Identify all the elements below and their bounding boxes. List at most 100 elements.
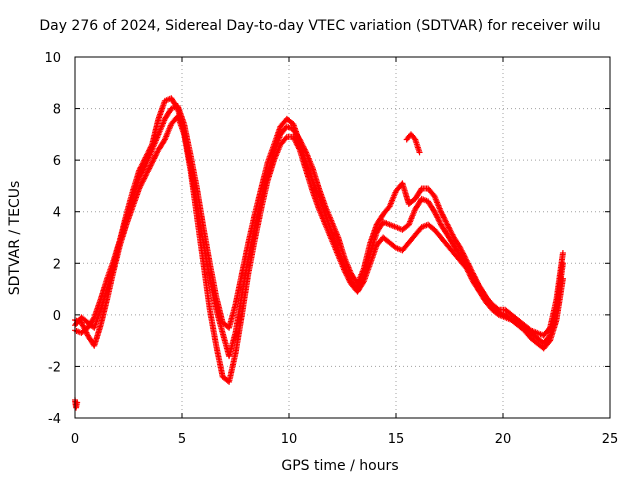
y-tick-label: 10 — [44, 51, 61, 66]
x-tick-label: 15 — [388, 432, 405, 447]
interpolated-points — [432, 194, 444, 214]
interpolated-points — [322, 212, 335, 234]
interpolated-points — [445, 223, 457, 240]
interpolated-points — [541, 333, 552, 345]
interpolated-points — [425, 199, 437, 214]
interpolated-points — [438, 222, 450, 237]
interpolated-points — [149, 117, 162, 147]
interpolated-points — [503, 307, 514, 317]
interpolated-points — [400, 240, 411, 253]
interpolated-points — [510, 317, 520, 325]
interpolated-points — [258, 171, 271, 201]
interpolated-points — [553, 261, 566, 312]
interpolated-points — [226, 303, 239, 330]
x-tick-label: 5 — [178, 432, 186, 447]
interpolated-points — [156, 137, 168, 152]
interpolated-points — [522, 325, 533, 335]
data-point — [559, 249, 566, 256]
interpolated-points — [187, 163, 200, 206]
interpolated-points — [432, 228, 443, 240]
interpolated-points — [285, 133, 295, 140]
interpolated-points — [541, 338, 552, 351]
y-tick-label: -2 — [48, 360, 61, 375]
x-tick-label: 0 — [71, 432, 79, 447]
interpolated-points — [143, 161, 155, 178]
interpolated-points — [123, 189, 136, 216]
data-point — [463, 257, 470, 264]
interpolated-points — [355, 279, 367, 294]
interpolated-points — [271, 132, 283, 154]
interpolated-points — [426, 222, 437, 232]
interpolated-points — [404, 132, 413, 142]
interpolated-points — [458, 259, 469, 271]
interpolated-points — [316, 207, 328, 227]
interpolated-points — [420, 222, 430, 230]
interpolated-points — [451, 235, 463, 250]
interpolated-points — [361, 241, 373, 270]
interpolated-points — [163, 95, 173, 104]
interpolated-points — [91, 323, 104, 348]
interpolated-points — [117, 212, 129, 242]
interpolated-points — [529, 336, 539, 346]
interpolated-points — [329, 220, 341, 239]
interpolated-points — [278, 135, 289, 147]
interpolated-points — [394, 224, 404, 233]
interpolated-points — [79, 321, 91, 338]
series-track-5 — [72, 396, 81, 411]
interpolated-points — [232, 272, 245, 306]
chart-title: Day 276 of 2024, Sidereal Day-to-day VTE… — [39, 18, 601, 34]
interpolated-points — [409, 132, 418, 142]
plot-frame — [74, 56, 611, 419]
interpolated-points — [207, 277, 219, 312]
interpolated-points — [91, 297, 104, 319]
data-point — [416, 149, 423, 156]
y-axis-label: SDTVAR / TECUs — [7, 181, 23, 296]
interpolated-points — [175, 107, 187, 134]
interpolated-points — [200, 261, 213, 312]
interpolated-points — [297, 137, 309, 154]
y-tick-label: 8 — [53, 103, 61, 118]
interpolated-points — [169, 96, 180, 111]
interpolated-points — [252, 197, 264, 229]
data-point — [431, 208, 438, 215]
interpolated-points — [143, 143, 155, 160]
interpolated-points — [407, 196, 417, 206]
series-track-3 — [72, 95, 566, 360]
data-series — [72, 95, 566, 411]
interpolated-points — [297, 148, 309, 172]
interpolated-points — [181, 130, 194, 167]
interpolated-points — [535, 330, 546, 338]
interpolated-points — [477, 289, 489, 304]
interpolated-points — [207, 308, 219, 348]
interpolated-points — [232, 292, 245, 335]
interpolated-points — [316, 187, 328, 209]
interpolated-points — [232, 313, 245, 355]
interpolated-points — [335, 254, 347, 273]
interpolated-points — [156, 117, 168, 136]
y-tick-label: 4 — [53, 206, 61, 221]
interpolated-points — [110, 238, 123, 268]
interpolated-points — [464, 259, 476, 276]
interpolated-points — [91, 308, 104, 330]
interpolated-points — [149, 148, 161, 165]
interpolated-points — [367, 223, 380, 245]
interpolated-points — [130, 187, 142, 209]
interpolated-points — [213, 344, 226, 379]
axis-ticks: 0 5 10 15 20 25 -4 -2 0 2 4 6 8 10 — [44, 51, 618, 447]
interpolated-points — [303, 151, 315, 170]
interpolated-points — [406, 233, 418, 245]
interpolated-points — [553, 251, 566, 301]
interpolated-points — [303, 168, 316, 193]
interpolated-points — [310, 166, 322, 190]
x-tick-label: 25 — [602, 432, 619, 447]
x-tick-label: 10 — [281, 432, 298, 447]
y-tick-label: -4 — [48, 412, 61, 427]
interpolated-points — [239, 241, 251, 276]
interpolated-points — [98, 287, 110, 312]
interpolated-points — [477, 284, 489, 299]
x-tick-label: 20 — [495, 432, 512, 447]
interpolated-points — [265, 150, 277, 175]
interpolated-points — [285, 124, 295, 132]
interpolated-points — [497, 309, 507, 318]
